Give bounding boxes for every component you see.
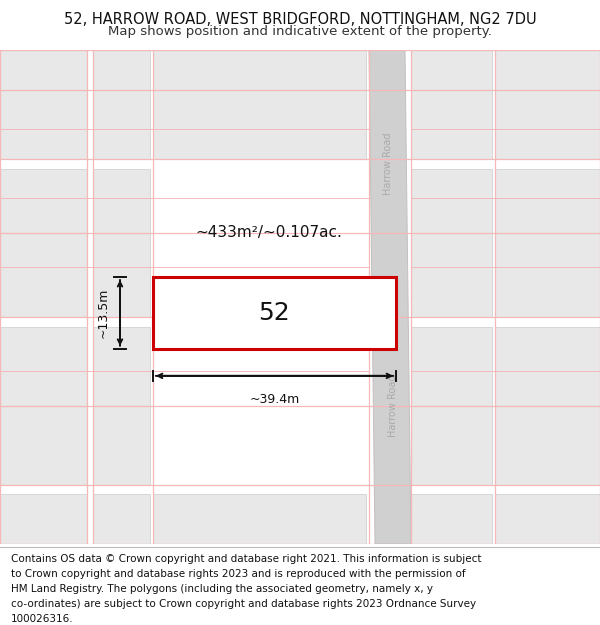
Text: to Crown copyright and database rights 2023 and is reproduced with the permissio: to Crown copyright and database rights 2… bbox=[11, 569, 466, 579]
Bar bbox=[93, 169, 150, 317]
Text: 100026316.: 100026316. bbox=[11, 614, 73, 624]
Polygon shape bbox=[369, 50, 411, 544]
Bar bbox=[93, 50, 150, 159]
Bar bbox=[153, 50, 366, 159]
Text: 52: 52 bbox=[259, 301, 290, 325]
Bar bbox=[495, 50, 600, 159]
Bar bbox=[495, 169, 600, 317]
Bar bbox=[0, 50, 87, 159]
Bar bbox=[411, 50, 492, 159]
Bar bbox=[93, 326, 150, 484]
Text: Map shows position and indicative extent of the property.: Map shows position and indicative extent… bbox=[108, 24, 492, 38]
Text: co-ordinates) are subject to Crown copyright and database rights 2023 Ordnance S: co-ordinates) are subject to Crown copyr… bbox=[11, 599, 476, 609]
Bar bbox=[0, 326, 87, 484]
Text: Harrow Road: Harrow Road bbox=[383, 132, 393, 195]
Bar bbox=[495, 494, 600, 544]
Bar bbox=[495, 326, 600, 484]
Text: HM Land Registry. The polygons (including the associated geometry, namely x, y: HM Land Registry. The polygons (includin… bbox=[11, 584, 433, 594]
Bar bbox=[411, 494, 492, 544]
Text: Contains OS data © Crown copyright and database right 2021. This information is : Contains OS data © Crown copyright and d… bbox=[11, 554, 481, 564]
Bar bbox=[0, 169, 87, 317]
Bar bbox=[0, 494, 87, 544]
Text: ~39.4m: ~39.4m bbox=[250, 393, 299, 406]
Bar bbox=[153, 277, 396, 349]
Bar bbox=[411, 326, 492, 484]
Bar bbox=[93, 494, 150, 544]
Text: Harrow Road: Harrow Road bbox=[388, 374, 398, 437]
Text: ~433m²/~0.107ac.: ~433m²/~0.107ac. bbox=[195, 225, 342, 240]
Bar bbox=[153, 494, 366, 544]
Text: ~13.5m: ~13.5m bbox=[96, 288, 109, 338]
Bar bbox=[411, 169, 492, 317]
Text: 52, HARROW ROAD, WEST BRIDGFORD, NOTTINGHAM, NG2 7DU: 52, HARROW ROAD, WEST BRIDGFORD, NOTTING… bbox=[64, 12, 536, 28]
